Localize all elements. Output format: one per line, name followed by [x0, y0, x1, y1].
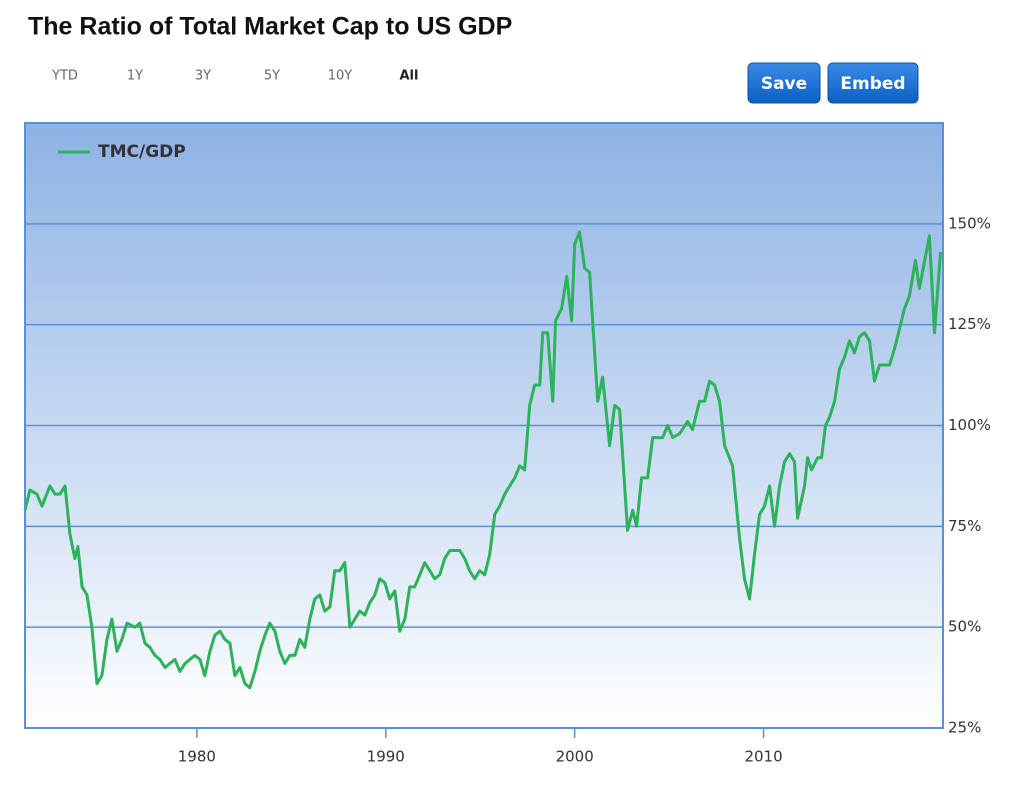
button-label: Embed [840, 74, 905, 94]
y-tick-label: 100% [948, 416, 991, 434]
range-button[interactable]: 1Y [127, 69, 143, 84]
plot: 25% 50% 75% 100% 125% 150% 1980 1990 2000 2010 TMC… [23, 142, 991, 766]
range-button[interactable]: YTD [51, 69, 78, 84]
y-tick-label: 75% [948, 517, 981, 535]
action-button[interactable]: Embed [827, 62, 919, 104]
button-face [827, 62, 919, 104]
x-tick-label: 2010 [744, 748, 782, 766]
chart-title: The Ratio of Total Market Cap to US GDP [28, 13, 512, 41]
y-tick-label: 50% [948, 618, 981, 636]
y-tick-label: 25% [948, 719, 981, 737]
range-button[interactable]: 10Y [328, 69, 353, 84]
button-label: Save [761, 74, 807, 94]
y-tick-label: 125% [948, 315, 991, 333]
range-button[interactable]: All [400, 69, 419, 84]
legend-item[interactable]: TMC/GDP [58, 142, 186, 162]
plot-border [24, 122, 944, 729]
x-tick-label: 1990 [367, 748, 405, 766]
range-button[interactable]: 5Y [264, 69, 280, 84]
toolbar: YTD 1Y 3Y 5Y 10Y All Save Embed [51, 62, 919, 104]
action-button[interactable]: Save [747, 62, 821, 104]
x-tick-label: 1980 [178, 748, 216, 766]
legend-label: TMC/GDP [98, 142, 186, 162]
series-line [23, 230, 943, 690]
range-button[interactable]: 3Y [195, 69, 211, 84]
y-tick-label: 150% [948, 214, 991, 232]
x-tick-label: 2000 [556, 748, 594, 766]
button-face [747, 62, 821, 104]
